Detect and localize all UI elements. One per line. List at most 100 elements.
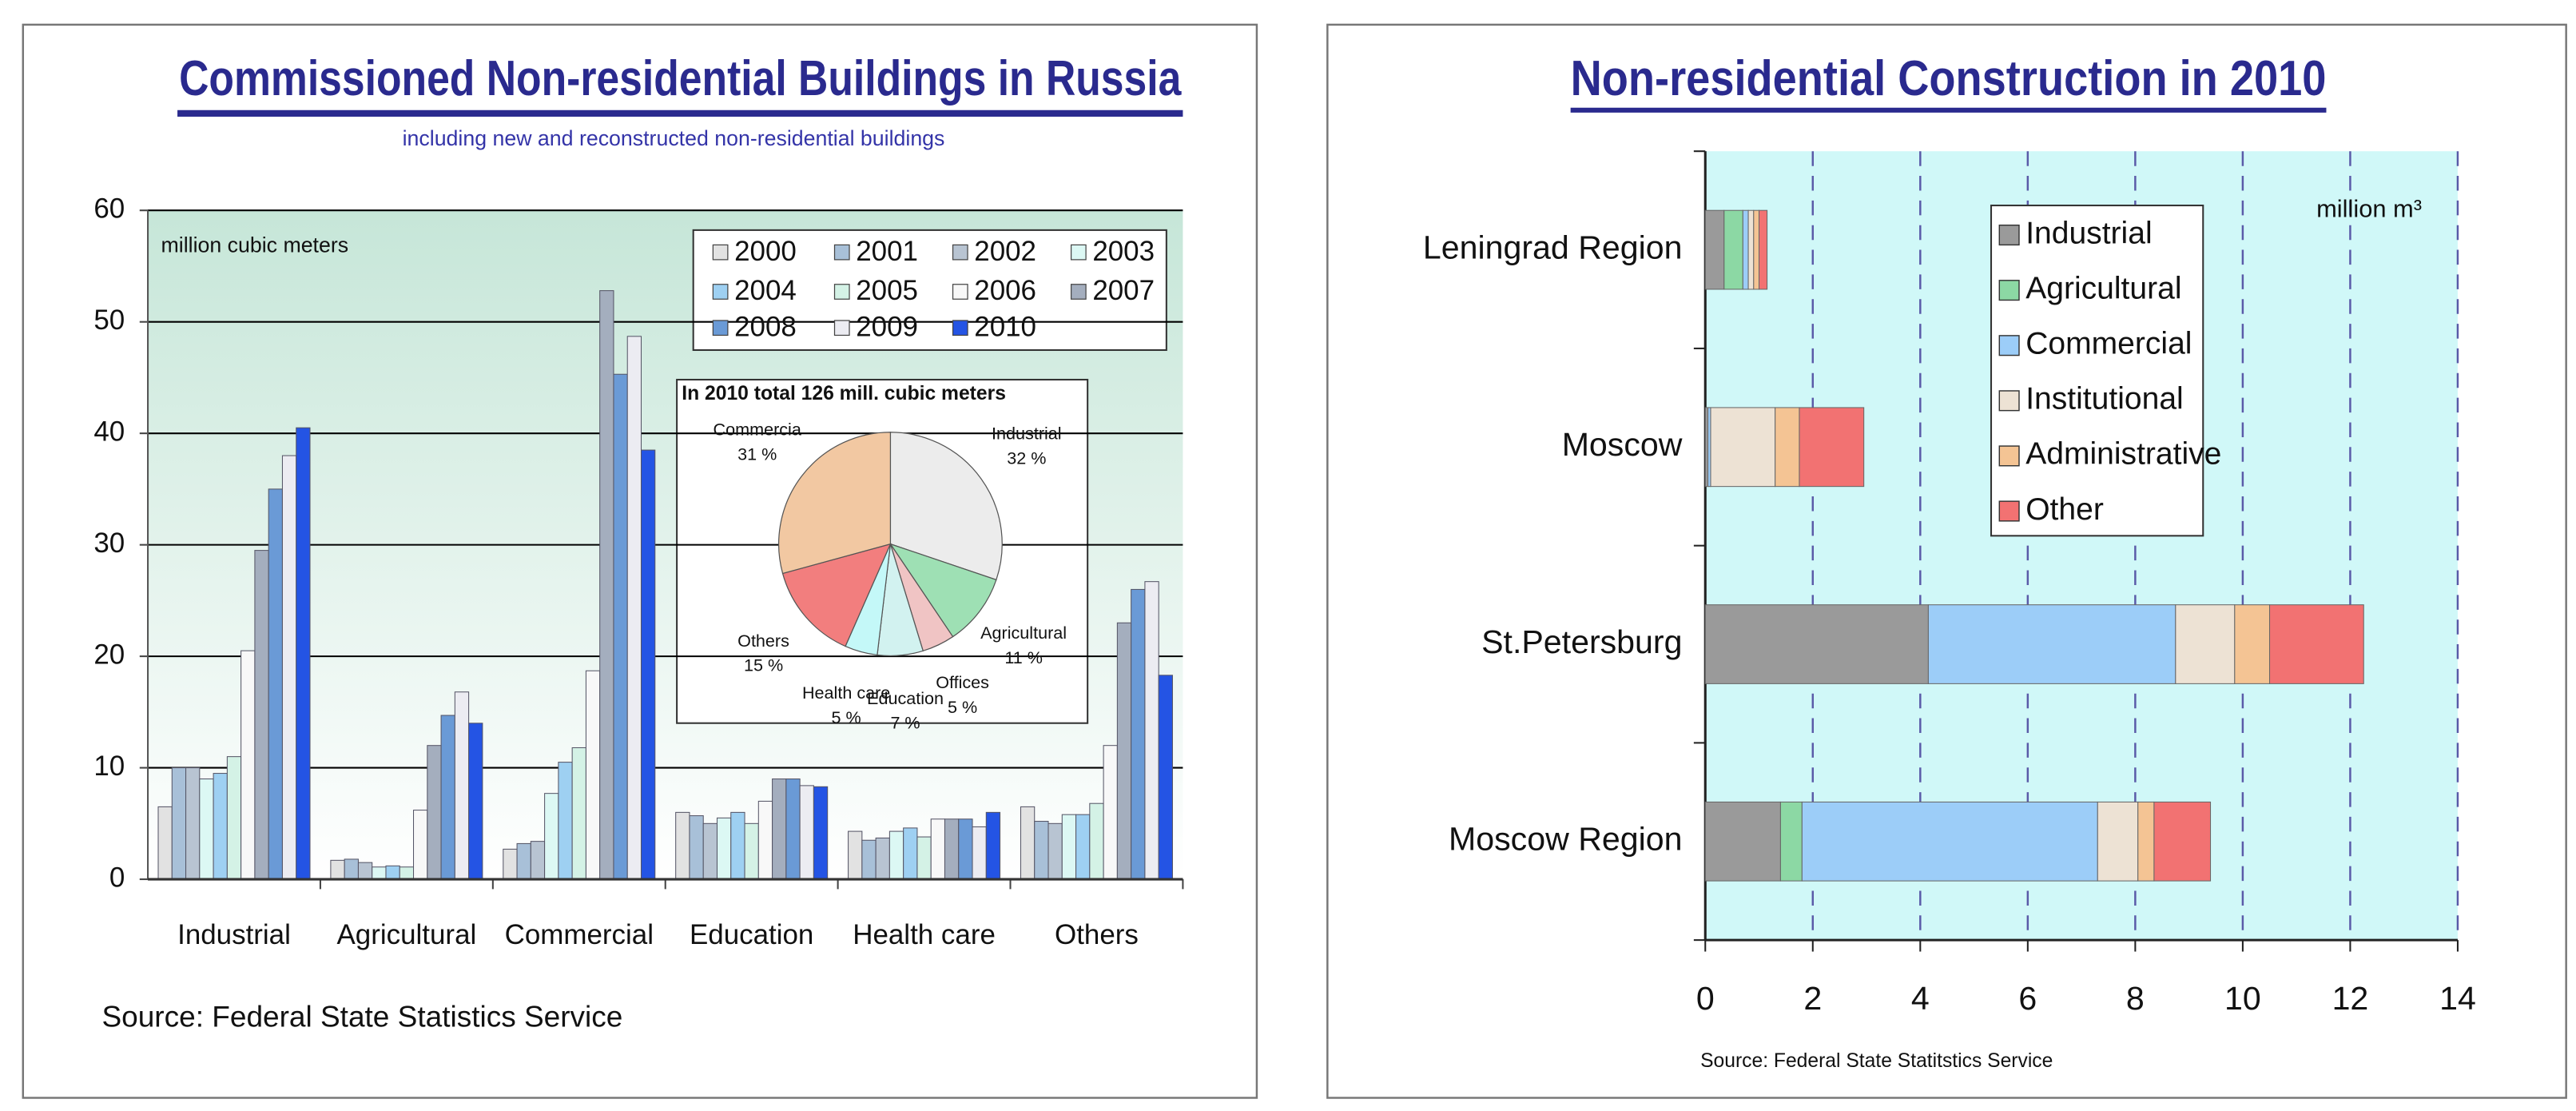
legend-label: Other (2025, 492, 2104, 527)
y-tick-label: Moscow (1562, 426, 1683, 463)
annotation: million m³ (2316, 194, 2422, 222)
bar (985, 811, 1001, 880)
bar (930, 818, 945, 880)
legend-box (692, 229, 1167, 352)
bar-segment (1710, 407, 1776, 488)
bar (171, 767, 187, 880)
bar (958, 818, 973, 880)
bar (772, 778, 787, 880)
bar-segment (2097, 801, 2139, 882)
bar (1103, 745, 1118, 880)
pie-value-label: 31 % (737, 444, 777, 464)
bar-segment (1775, 407, 1800, 488)
bar (296, 427, 311, 880)
bar (357, 862, 373, 880)
bar (372, 866, 387, 880)
y-tick-label: 10 (93, 751, 125, 782)
y-tick-label: St.Petersburg (1481, 623, 1682, 660)
bar-segment (1759, 209, 1768, 290)
bar-segment (1753, 209, 1760, 290)
bar (1116, 622, 1132, 880)
pie-slice (889, 432, 1003, 581)
bar (157, 806, 173, 880)
annotation: million cubic meters (161, 233, 349, 257)
legend-label: Institutional (2025, 382, 2184, 416)
x-tick-label: Commercial (505, 919, 654, 950)
legend-label: 2010 (974, 311, 1036, 342)
y-tick-label: 40 (93, 416, 125, 447)
legend-swatch (712, 244, 729, 261)
bar (427, 745, 442, 880)
pie-label: Offices (936, 672, 989, 692)
pie-label: Education (867, 688, 944, 708)
legend-swatch (712, 284, 729, 300)
y-tick-label: 50 (93, 305, 125, 336)
chart-subtitle: including new and reconstructed non-resi… (403, 126, 945, 150)
pie-label: Others (737, 631, 789, 651)
bar (757, 800, 773, 880)
bar (440, 715, 455, 880)
x-tick-label: 2 (1803, 980, 1822, 1017)
bar (848, 830, 863, 880)
legend-swatch (1998, 500, 2020, 522)
y-tick-label: Moscow Region (1449, 821, 1682, 858)
bar (585, 670, 601, 880)
bar (626, 336, 642, 880)
bar (1131, 588, 1146, 880)
legend-swatch (1998, 280, 2020, 301)
bar (530, 841, 546, 880)
bar (226, 756, 242, 880)
y-tick-label: 20 (93, 639, 125, 670)
bar (1089, 802, 1104, 880)
legend-label: 2007 (1092, 275, 1155, 306)
bar (413, 810, 428, 880)
bar (785, 778, 801, 880)
bar-segment (1704, 604, 1929, 684)
legend-label: 2004 (734, 275, 797, 306)
legend-swatch (1070, 244, 1087, 261)
bar-segment (1704, 209, 1725, 290)
legend-swatch (1998, 445, 2020, 467)
x-tick-label: 14 (2439, 980, 2476, 1017)
pie-slice (777, 432, 892, 575)
chart-title: Commissioned Non-residential Buildings i… (179, 51, 1182, 106)
bar (213, 773, 228, 880)
bar (344, 858, 359, 880)
pie-value-label: 5 % (948, 697, 977, 717)
bar (1047, 822, 1063, 880)
x-tick-label: 4 (1911, 980, 1930, 1017)
bar-segment (1799, 407, 1865, 488)
x-tick-label: 12 (2332, 980, 2369, 1017)
bar (689, 815, 704, 880)
bar (799, 785, 814, 880)
bar (1020, 806, 1036, 880)
y-tick-label: 60 (93, 193, 125, 224)
y-tick-label: 30 (93, 528, 125, 559)
x-tick-label: 6 (2018, 980, 2037, 1017)
legend-label: 2002 (974, 236, 1036, 267)
legend-swatch (1998, 390, 2020, 412)
bar (399, 866, 415, 880)
x-tick-label: 0 (1696, 980, 1715, 1017)
bar (571, 747, 586, 880)
bar (875, 837, 890, 880)
x-tick-label: Health care (853, 919, 996, 950)
y-tick-label: 0 (109, 862, 125, 893)
bar (888, 830, 904, 880)
pie-slice (781, 543, 892, 647)
legend-swatch (952, 244, 968, 261)
bar (468, 723, 483, 880)
legend-swatch (833, 320, 850, 336)
pie-label: Health care (802, 683, 890, 703)
bar (640, 449, 656, 880)
bar-segment (1801, 801, 2098, 882)
bar-segment (1723, 209, 1743, 290)
bar (1034, 821, 1049, 880)
bar (185, 767, 201, 880)
bar (716, 817, 732, 880)
x-tick-label: Education (690, 919, 813, 950)
pie-value-label: 7 % (890, 713, 920, 733)
bar (730, 811, 745, 880)
